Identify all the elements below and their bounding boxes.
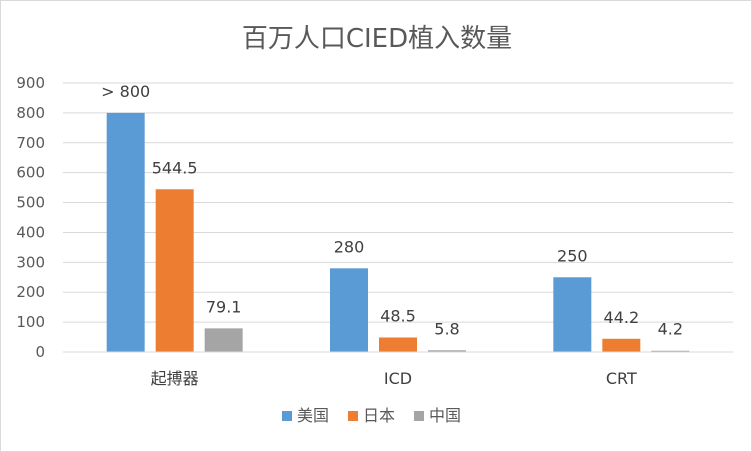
bar-1-3	[553, 277, 592, 352]
data-label: 280	[334, 237, 365, 256]
y-tick-label: 100	[16, 313, 45, 331]
y-tick-label: 900	[16, 74, 45, 92]
legend-label: 中国	[429, 406, 461, 425]
x-axis: 起搏器 ICD CRT	[63, 351, 733, 388]
y-axis: 0 100 200 300 400 500 600 700 800 900	[16, 74, 45, 361]
bar-2-1	[155, 189, 194, 352]
legend-label: 美国	[297, 406, 329, 425]
y-tick-label: 300	[16, 253, 45, 271]
data-label: 4.2	[658, 320, 683, 339]
data-label: > 800	[101, 82, 150, 101]
y-tick-label: 200	[16, 283, 45, 301]
data-label: 544.5	[152, 158, 198, 177]
data-label: 44.2	[604, 308, 640, 327]
bar-3-1	[204, 328, 243, 352]
legend: 美国 日本 中国	[282, 406, 461, 425]
legend-swatch	[282, 411, 292, 421]
bars	[106, 112, 690, 352]
x-category-label: ICD	[384, 369, 412, 388]
data-labels: > 800 544.5 79.1 280 48.5 5.8 250 44.2 4.2	[101, 82, 683, 339]
legend-label: 日本	[363, 406, 395, 425]
y-tick-label: 400	[16, 223, 45, 241]
x-category-label: 起搏器	[151, 369, 199, 388]
y-tick-label: 0	[35, 343, 45, 361]
y-tick-label: 600	[16, 164, 45, 182]
y-tick-label: 500	[16, 194, 45, 212]
y-tick-label: 700	[16, 134, 45, 152]
data-label: 250	[557, 246, 588, 265]
bar-1-1	[106, 112, 145, 352]
bar-3-3	[651, 350, 690, 352]
bar-3-2	[428, 350, 466, 352]
data-label: 5.8	[434, 319, 459, 338]
bar-2-3	[602, 338, 641, 352]
data-label: 79.1	[206, 297, 242, 316]
legend-swatch	[414, 411, 424, 421]
legend-swatch	[348, 411, 358, 421]
bar-1-2	[330, 268, 368, 352]
x-category-label: CRT	[606, 369, 637, 388]
bar-2-2	[379, 337, 417, 352]
data-label: 48.5	[380, 307, 416, 326]
chart-title: 百万人口CIED植入数量	[242, 24, 512, 54]
y-tick-label: 800	[16, 104, 45, 122]
